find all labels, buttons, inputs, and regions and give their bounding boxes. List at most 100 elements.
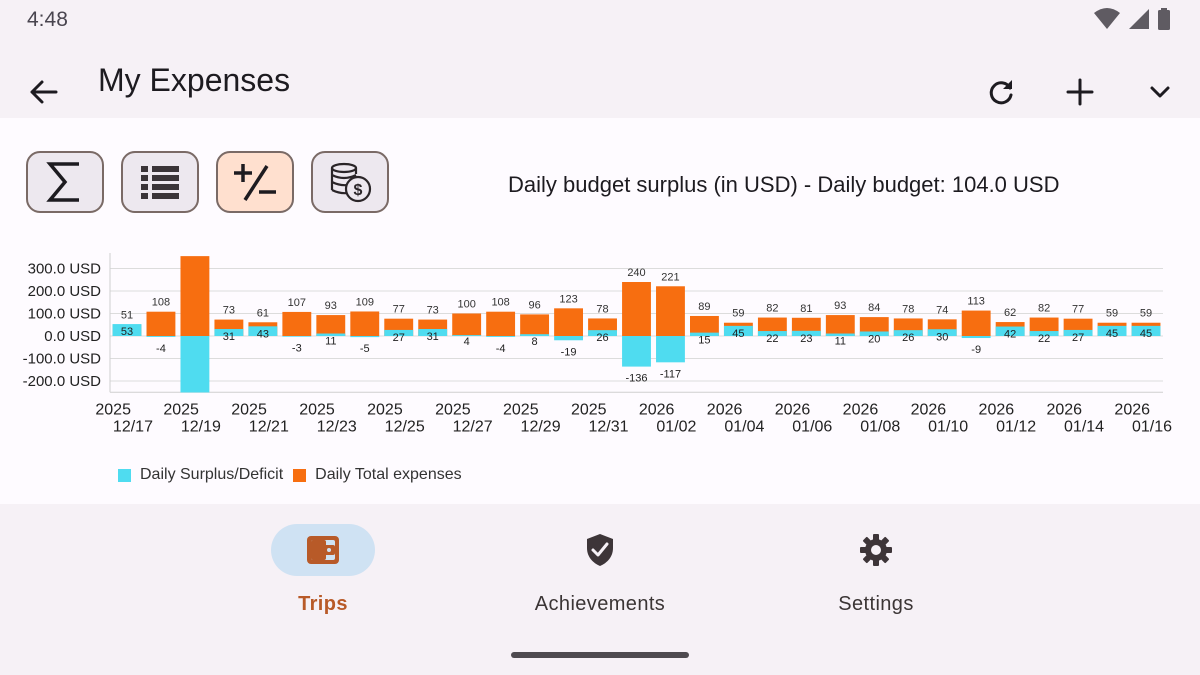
x-tick-date: 12/27 (453, 418, 493, 435)
surplus-data-label: -4 (156, 343, 166, 355)
x-tick-date: 12/23 (317, 418, 357, 435)
home-indicator[interactable] (511, 652, 689, 658)
expense-data-label: 78 (596, 303, 608, 315)
expense-bar (859, 317, 889, 336)
legend-swatch-expenses (293, 468, 307, 482)
deficit-bar (656, 336, 685, 363)
surplus-data-label: 53 (121, 326, 133, 338)
surplus-data-label: -5 (360, 343, 370, 355)
nav-active-pill (271, 524, 375, 576)
expense-data-label: 96 (528, 299, 540, 311)
surplus-bar (316, 333, 346, 336)
back-button[interactable] (26, 74, 62, 110)
surplus-data-label: 23 (800, 333, 812, 345)
battery-icon (1158, 8, 1170, 30)
x-tick-date: 01/04 (724, 418, 764, 435)
coins-icon: $ (330, 162, 372, 203)
expense-data-label: 93 (834, 300, 846, 312)
surplus-data-label: 11 (325, 336, 336, 348)
more-dropdown-button[interactable] (1140, 72, 1180, 112)
surplus-data-label: 26 (596, 332, 608, 344)
add-button[interactable] (1060, 72, 1100, 112)
list-mode-button[interactable] (121, 151, 199, 213)
x-tick-year: 2026 (1114, 401, 1150, 418)
status-time: 4:48 (27, 8, 68, 31)
expense-data-label: 82 (766, 303, 778, 315)
expense-bar (486, 311, 516, 336)
expense-data-label: 78 (902, 303, 914, 315)
expense-data-label: 81 (800, 303, 812, 315)
expense-bar (825, 315, 855, 336)
surplus-data-label: 22 (1038, 333, 1050, 345)
nav-label-achievements: Achievements (534, 593, 666, 615)
nav-item-trips[interactable]: Trips (233, 524, 413, 616)
expense-bar (146, 311, 176, 336)
x-tick-date: 01/08 (860, 418, 900, 435)
x-tick-year: 2025 (435, 401, 471, 418)
expense-data-label: 113 (967, 296, 985, 308)
nav-item-settings[interactable]: Settings (786, 524, 966, 616)
x-tick-year: 2026 (843, 401, 879, 418)
x-tick-year: 2026 (707, 401, 743, 418)
expense-data-label: 109 (356, 296, 374, 308)
legend-label-surplus: Daily Surplus/Deficit (140, 466, 284, 483)
surplus-data-label: 8 (532, 336, 538, 348)
svg-text:$: $ (354, 182, 363, 199)
x-tick-date: 12/29 (521, 418, 561, 435)
surplus-bar (723, 325, 753, 336)
nav-item-achievements[interactable]: Achievements (510, 524, 690, 616)
surplus-bar (1029, 331, 1059, 336)
expense-data-label: 84 (868, 302, 880, 314)
x-tick-year: 2026 (639, 401, 675, 418)
x-tick-date: 01/02 (656, 418, 696, 435)
status-icons (1094, 8, 1170, 30)
deficit-bar (961, 336, 991, 339)
y-tick-label: 0.0 USD (44, 328, 101, 345)
expense-bar (689, 315, 719, 336)
surplus-bar (927, 329, 957, 336)
verified-badge-icon (587, 534, 613, 566)
expense-data-label: 108 (491, 297, 509, 309)
x-tick-date: 01/16 (1132, 418, 1172, 435)
y-tick-label: -100.0 USD (23, 351, 102, 368)
surplus-bar (248, 326, 278, 336)
sigma-icon (46, 162, 79, 202)
surplus-data-label: 31 (427, 331, 439, 343)
refresh-icon (989, 80, 1013, 105)
surplus-bar (418, 329, 448, 336)
x-tick-year: 2025 (367, 401, 403, 418)
gear-icon (860, 534, 892, 566)
surplus-data-label: 31 (223, 331, 235, 343)
x-tick-year: 2026 (911, 401, 947, 418)
expense-data-label: 62 (1004, 307, 1016, 319)
surplus-bar (689, 332, 719, 336)
summary-mode-button[interactable] (26, 151, 104, 213)
chart-title: Daily budget surplus (in USD) - Daily bu… (508, 172, 1060, 197)
deficit-bar (146, 336, 176, 337)
surplus-bar (757, 331, 787, 336)
x-tick-year: 2026 (1046, 401, 1082, 418)
surplus-data-label: 43 (257, 328, 269, 340)
nav-label-settings: Settings (838, 593, 914, 615)
cell-signal-icon (1129, 9, 1149, 29)
surplus-data-label: 30 (936, 331, 948, 343)
x-tick-date: 01/10 (928, 418, 968, 435)
deficit-bar (180, 336, 210, 393)
arrow-back-icon (30, 80, 58, 104)
currency-mode-button[interactable]: $ (311, 151, 389, 213)
surplus-data-label: 26 (902, 332, 914, 344)
refresh-button[interactable] (981, 72, 1021, 112)
legend-label-expenses: Daily Total expenses (315, 466, 462, 483)
surplus-data-label: 27 (1072, 332, 1084, 344)
expense-data-label: 107 (288, 297, 306, 309)
legend-swatch-surplus (118, 468, 131, 482)
surplus-data-label: 45 (1140, 328, 1152, 340)
surplus-bar (859, 331, 889, 336)
budget-chart: 5153108-435573316143107-39311109-5772773… (23, 253, 1172, 435)
surplus-mode-button[interactable] (216, 151, 294, 213)
expense-data-label: 108 (152, 297, 170, 309)
chart-legend: Daily Surplus/Deficit Daily Total expens… (118, 466, 472, 484)
deficit-bar (486, 336, 516, 337)
expense-data-label: 93 (325, 300, 337, 312)
list-icon (141, 166, 179, 199)
